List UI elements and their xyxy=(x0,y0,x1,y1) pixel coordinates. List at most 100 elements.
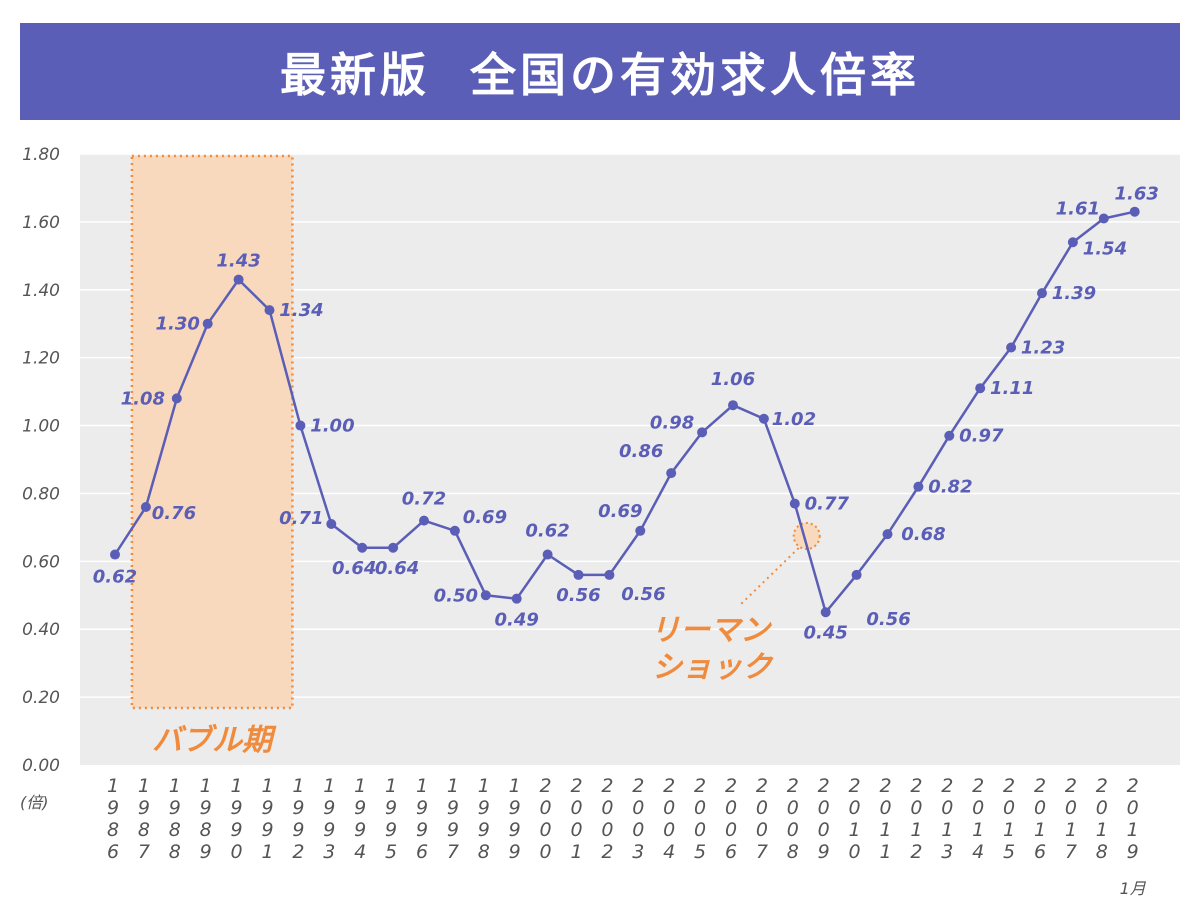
series-line xyxy=(113,210,1135,614)
y-tick-label: 1.20 xyxy=(22,349,60,369)
data-point xyxy=(140,502,151,513)
data-label: 1.54 xyxy=(1083,238,1127,259)
title-bar: 最新版 全国の有効求人倍率 xyxy=(20,23,1180,120)
data-label: 1.11 xyxy=(990,378,1034,399)
data-point xyxy=(1006,342,1017,353)
data-label: 0.71 xyxy=(279,508,323,529)
data-label: 1.00 xyxy=(310,416,354,437)
data-point xyxy=(202,318,213,329)
data-point xyxy=(295,420,306,431)
data-label: 0.64 xyxy=(332,558,376,579)
data-point xyxy=(635,525,646,536)
data-label: 0.68 xyxy=(901,524,945,545)
bubble-period-label: バブル期 xyxy=(152,723,277,758)
data-label: 0.50 xyxy=(434,585,478,606)
data-label: 1.34 xyxy=(279,300,323,321)
data-label: 0.49 xyxy=(494,610,538,631)
y-tick-label: 0.40 xyxy=(22,620,60,640)
data-point xyxy=(789,498,800,509)
data-label: 1.08 xyxy=(121,388,165,409)
data-label: 0.86 xyxy=(619,441,663,462)
y-tick-label: 0.60 xyxy=(22,552,60,572)
data-label: 0.98 xyxy=(650,412,694,433)
data-point xyxy=(1098,213,1109,224)
lehman-shock-leader xyxy=(739,547,800,606)
data-label: 1.02 xyxy=(772,409,816,430)
data-point xyxy=(697,427,708,438)
data-point xyxy=(449,525,460,536)
data-label: 0.56 xyxy=(866,609,910,630)
bubble-period-box xyxy=(130,154,294,710)
data-point xyxy=(511,593,522,604)
data-point xyxy=(1067,237,1078,248)
data-label: 0.62 xyxy=(93,567,137,588)
y-tick-label: 0.20 xyxy=(22,688,60,708)
data-label: 1.23 xyxy=(1021,337,1065,358)
y-tick-label: 0.80 xyxy=(22,484,60,504)
data-label: 0.64 xyxy=(375,558,419,579)
data-point xyxy=(913,481,924,492)
lehman-shock-label-line1: リーマン xyxy=(650,613,772,648)
data-label: 1.63 xyxy=(1114,184,1158,205)
data-point xyxy=(264,305,275,316)
y-tick-label: 1.40 xyxy=(22,281,60,301)
data-point xyxy=(480,590,491,601)
data-point xyxy=(851,569,862,580)
data-label: 0.69 xyxy=(598,501,642,522)
data-point xyxy=(1129,206,1140,217)
data-point xyxy=(326,518,337,529)
x-axis-note: 1月 xyxy=(1120,879,1147,898)
data-label: 0.56 xyxy=(556,585,600,606)
y-axis-unit-label: (倍) xyxy=(20,793,49,812)
data-label: 1.43 xyxy=(216,251,260,272)
data-label: 0.69 xyxy=(463,507,507,528)
data-label: 0.72 xyxy=(402,489,446,510)
data-point xyxy=(944,430,955,441)
data-point xyxy=(110,549,120,560)
data-label: 0.56 xyxy=(621,584,665,605)
data-label: 0.62 xyxy=(525,521,569,542)
y-tick-label: 1.60 xyxy=(22,213,60,233)
data-point xyxy=(604,569,615,580)
data-label: 1.30 xyxy=(155,314,199,335)
data-point xyxy=(233,274,244,285)
data-point xyxy=(388,542,399,553)
data-point xyxy=(357,542,368,553)
data-point xyxy=(542,549,553,560)
data-point xyxy=(419,515,429,526)
data-label: 0.77 xyxy=(805,494,850,515)
data-point xyxy=(975,383,986,394)
data-point xyxy=(573,569,584,580)
data-point xyxy=(758,413,769,424)
data-label: 0.45 xyxy=(803,622,847,643)
